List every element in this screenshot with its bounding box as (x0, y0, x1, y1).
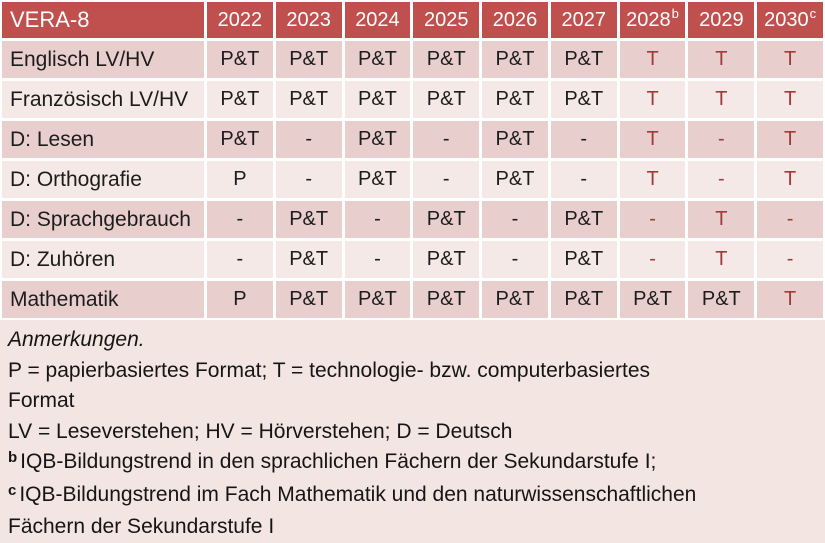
table-title-cell: VERA-8 (2, 2, 204, 38)
table-cell: T (619, 121, 686, 158)
table-cell: T (619, 161, 686, 198)
table-cell: - (482, 201, 548, 238)
table-cell: - (688, 161, 755, 198)
table-cell: T (757, 281, 823, 318)
table-cell: P&T (207, 81, 273, 118)
table-cell: P&T (482, 121, 548, 158)
table-cell: P&T (550, 281, 617, 318)
table-cell: - (550, 121, 617, 158)
table-cell: - (275, 161, 342, 198)
table-cell: P&T (688, 281, 755, 318)
table-cell: - (207, 241, 273, 278)
row-label: D: Zuhören (2, 241, 204, 278)
table-cell: P&T (413, 281, 480, 318)
footnote-marker-b: b (8, 449, 18, 466)
table-cell: P&T (344, 121, 411, 158)
table-cell: P&T (275, 41, 342, 78)
table-cell: T (757, 161, 823, 198)
table-cell: - (757, 201, 823, 238)
footnote-marker-c: c (8, 481, 17, 499)
row-label: D: Sprachgebrauch (2, 201, 204, 238)
table-cell: P&T (344, 161, 411, 198)
year-header-2029: 2029 (688, 2, 755, 38)
table-notes: Anmerkungen. P = papierbasiertes Format;… (0, 320, 825, 543)
vera8-table: VERA-8 2022 2023 2024 2025 2026 2027 2028 b 2029 2… (0, 0, 825, 320)
table-cell: - (482, 241, 548, 278)
table-cell: P&T (275, 281, 342, 318)
table-cell: - (619, 241, 686, 278)
footnote-marker-c: c (809, 5, 817, 21)
table-cell: T (619, 41, 686, 78)
row-label: Mathematik (2, 281, 204, 318)
table-cell: P&T (413, 81, 480, 118)
table-cell: - (757, 241, 823, 278)
note-line: b IQB-Bildungstrend in den sprachlichen F… (8, 449, 657, 473)
table-cell: P&T (344, 281, 411, 318)
year-header-2024: 2024 (344, 2, 411, 38)
table-cell: T (688, 41, 755, 78)
table-cell: - (207, 201, 273, 238)
table-cell: P&T (344, 41, 411, 78)
year-header-2023: 2023 (275, 2, 342, 38)
table-cell: P&T (482, 41, 548, 78)
year-header-2026: 2026 (482, 2, 548, 38)
table-cell: T (757, 121, 823, 158)
table-cell: P&T (550, 81, 617, 118)
table-cell: P&T (482, 281, 548, 318)
row-label: Englisch LV/HV (2, 41, 204, 78)
table-cell: T (619, 81, 686, 118)
table-cell: - (275, 121, 342, 158)
table-cell: P&T (413, 241, 480, 278)
table-cell: P&T (275, 201, 342, 238)
table-cell: - (550, 161, 617, 198)
table-cell: T (688, 201, 755, 238)
row-label: Französisch LV/HV (2, 81, 204, 118)
table-cell: P (207, 161, 273, 198)
table-cell: - (688, 121, 755, 158)
table-cell: T (757, 81, 823, 118)
table-cell: P&T (275, 241, 342, 278)
table-cell: P&T (550, 41, 617, 78)
year-header-2028: 2028 b (619, 2, 686, 38)
table-cell: P&T (207, 121, 273, 158)
year-header-2027: 2027 (550, 2, 617, 38)
notes-lines: P = papierbasiertes Format; T = technolo… (8, 356, 815, 543)
note-line: c IQB-Bildungstrend im Fach Mathematik un… (8, 481, 697, 539)
table-cell: - (413, 121, 480, 158)
row-label: D: Lesen (2, 121, 204, 158)
note-line: P = papierbasiertes Format; T = technolo… (8, 358, 651, 413)
year-header-2022: 2022 (207, 2, 273, 38)
table-cell: - (344, 201, 411, 238)
table-cell: - (344, 241, 411, 278)
table-cell: P&T (482, 81, 548, 118)
row-label: D: Orthografie (2, 161, 204, 198)
table-cell: P&T (344, 81, 411, 118)
table-cell: P&T (619, 281, 686, 318)
table-cell: P&T (275, 81, 342, 118)
table-cell: P&T (207, 41, 273, 78)
year-header-2025: 2025 (413, 2, 480, 38)
year-header-2030: 2030 c (757, 2, 823, 38)
table-cell: P&T (550, 241, 617, 278)
footnote-marker-b: b (671, 5, 679, 21)
table-cell: T (757, 41, 823, 78)
table-cell: - (619, 201, 686, 238)
table-cell: P&T (550, 201, 617, 238)
table-cell: P&T (482, 161, 548, 198)
note-line: LV = Leseverstehen; HV = Hörverstehen; D… (8, 419, 513, 443)
table-cell: T (688, 241, 755, 278)
table-cell: P&T (413, 41, 480, 78)
table-cell: - (413, 161, 480, 198)
table-cell: P (207, 281, 273, 318)
notes-title: Anmerkungen. (8, 328, 145, 351)
table-cell: T (688, 81, 755, 118)
table-cell: P&T (413, 201, 480, 238)
